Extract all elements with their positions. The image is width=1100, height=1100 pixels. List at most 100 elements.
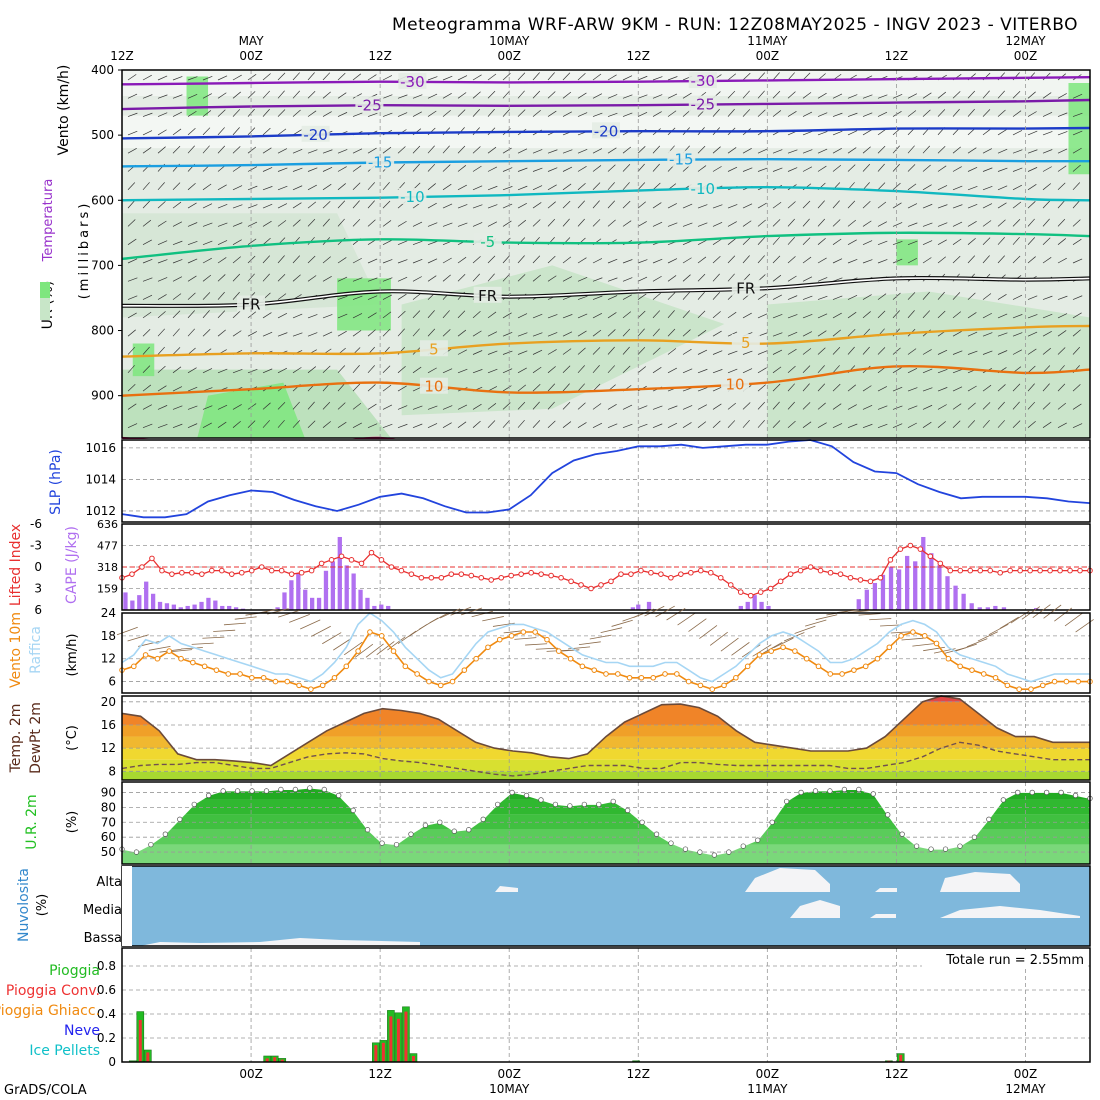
li-point	[877, 574, 884, 581]
wind-barb	[607, 94, 618, 99]
wind-barb	[577, 148, 588, 154]
wind-arrow	[471, 610, 494, 618]
wind-barb	[157, 146, 166, 154]
wind-arrow	[213, 629, 236, 632]
wind-barb	[712, 403, 722, 410]
li-point	[987, 567, 994, 574]
wind-barb	[352, 365, 360, 374]
wind-barb	[382, 75, 393, 81]
wind-barb	[502, 255, 510, 264]
wind-barb	[607, 365, 616, 374]
wind-barb	[277, 148, 288, 154]
rh-tick-label: 90	[101, 785, 116, 799]
wind-barb	[937, 165, 947, 172]
wind-barb	[232, 165, 242, 172]
wind-barb	[847, 346, 855, 355]
wind-barb	[202, 183, 212, 191]
cape-bar	[323, 570, 329, 610]
wind-barb	[382, 294, 393, 300]
wind-barb	[832, 148, 842, 154]
wind-barb	[172, 405, 183, 410]
wind-barb	[277, 293, 287, 300]
bottom-axis-time-label: 12Z	[885, 1067, 909, 1081]
wind-barb	[592, 277, 603, 282]
wind-tick-label: 24	[101, 606, 116, 620]
wind-barb	[652, 163, 660, 172]
rh2m-point	[336, 792, 342, 799]
cape-bar	[309, 597, 315, 610]
cape-bar	[206, 597, 211, 610]
rh2m-point	[451, 828, 457, 834]
wind-barb	[832, 164, 842, 172]
wind10-point	[461, 667, 468, 673]
wind-barb	[802, 402, 811, 410]
wind-barb	[787, 149, 798, 154]
wind-barb	[502, 147, 512, 154]
wind-barb	[367, 147, 377, 154]
wind-barb	[307, 255, 316, 264]
wind-barb	[907, 348, 917, 355]
wind-arrow	[429, 612, 450, 624]
wind-barb	[217, 92, 227, 99]
isotherm-label: 10	[726, 375, 745, 393]
wind-arrow	[923, 646, 945, 652]
wind-barb	[787, 331, 798, 337]
wind-barb	[412, 293, 422, 300]
wind-arrow	[1043, 604, 1062, 619]
wind-barb	[142, 277, 153, 282]
wind-barb	[1057, 165, 1067, 172]
temp-band	[122, 701, 1090, 725]
wind-barb	[157, 423, 168, 429]
rh2m-point	[538, 797, 544, 803]
wind10-point	[969, 667, 975, 673]
cape-bar	[759, 601, 764, 610]
li-tick-label: 3	[34, 582, 42, 596]
wind-barb	[592, 219, 601, 227]
cape-bar	[872, 582, 878, 610]
cape-bar	[296, 573, 301, 610]
rain-total: Totale run = 2.55mm	[945, 953, 1084, 968]
cape-bar	[937, 565, 942, 610]
li-point	[648, 569, 654, 576]
wind-arrow	[600, 627, 623, 634]
wind-barb	[697, 222, 708, 227]
wind-barb	[892, 163, 900, 172]
cape-bar	[969, 603, 974, 610]
wind-barb	[487, 185, 498, 191]
wind-barb	[577, 200, 585, 209]
wind-barb	[307, 167, 318, 172]
wind-barb	[772, 313, 783, 319]
wind-barb	[187, 423, 198, 429]
cape-bar	[199, 601, 204, 610]
wind-barb	[862, 201, 871, 209]
wind-barb	[592, 93, 603, 99]
wind-barb	[667, 222, 678, 227]
wind10-point	[437, 682, 444, 689]
isotherm-label: -25	[357, 96, 382, 114]
wind-barb	[967, 420, 976, 428]
wind-barb	[862, 328, 871, 337]
wind-barb	[1072, 93, 1083, 99]
wind-barb	[472, 330, 482, 337]
li-point	[867, 578, 874, 585]
wind-barb	[652, 310, 661, 319]
rh2m-point	[1015, 789, 1021, 796]
wind-barb	[262, 186, 273, 191]
wind-barb	[547, 167, 558, 172]
wind-arrow	[655, 605, 675, 618]
wind-barb	[877, 111, 888, 117]
temp-fill	[122, 696, 1090, 780]
li-point	[308, 567, 315, 574]
cape-bar	[289, 580, 294, 610]
wind-barb	[412, 163, 420, 172]
wind-barb	[877, 386, 888, 392]
wind-barb	[292, 109, 301, 117]
rh-tick-label: 80	[101, 800, 116, 814]
wind-barb	[457, 165, 467, 172]
li-point	[927, 553, 934, 560]
wind-barb	[412, 310, 421, 319]
wind-barb	[787, 218, 795, 227]
wind-barb	[397, 94, 408, 99]
wind-barb	[217, 127, 225, 136]
wind-barb	[292, 367, 302, 374]
